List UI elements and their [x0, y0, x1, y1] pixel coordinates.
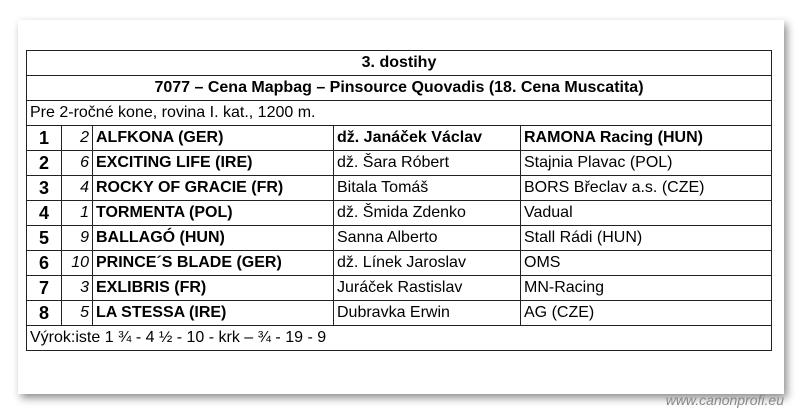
owner-cell: OMS	[520, 250, 772, 276]
result-row: 1 2 ALFKONA (GER) dž. Janáček Václav RAMONA …	[26, 125, 772, 151]
pos-cell: 2	[26, 150, 62, 176]
owner-cell: RAMONA Racing (HUN)	[520, 125, 772, 151]
jockey-cell: Bitala Tomáš	[333, 175, 521, 201]
owner-cell: Vadual	[520, 200, 772, 226]
result-row: 7 3 EXLIBRIS (FR) Juráček Rastislav MN-Racin…	[26, 275, 772, 301]
result-row: 3 4 ROCKY OF GRACIE (FR) Bitala Tomáš BORS B…	[26, 175, 772, 201]
footer: Výrok:iste 1 ¾ - 4 ½ - 10 - krk – ¾ - 19…	[26, 325, 772, 351]
num-cell: 5	[61, 300, 93, 326]
pos-cell: 6	[26, 250, 62, 276]
title-row: 3. dostihy	[26, 50, 772, 76]
race-row: 7077 – Cena Mapbag – Pinsource Quovadis …	[26, 75, 772, 101]
jockey-cell: Juráček Rastislav	[333, 275, 521, 301]
num-cell: 2	[61, 125, 93, 151]
horse-cell: EXLIBRIS (FR)	[92, 275, 334, 301]
jockey-cell: Dubravka Erwin	[333, 300, 521, 326]
result-row: 8 5 LA STESSA (IRE) Dubravka Erwin AG (CZE)	[26, 300, 772, 326]
num-cell: 3	[61, 275, 93, 301]
result-row: 5 9 BALLAGÓ (HUN) Sanna Alberto Stall Rádi (…	[26, 225, 772, 251]
card: 3. dostihy 7077 – Cena Mapbag – Pinsourc…	[18, 20, 784, 394]
jockey-cell: Sanna Alberto	[333, 225, 521, 251]
owner-cell: MN-Racing	[520, 275, 772, 301]
result-row: 6 10 PRINCE´S BLADE (GER) dž. Línek Jarosla…	[26, 250, 772, 276]
jockey-cell: dž. Šmida Zdenko	[333, 200, 521, 226]
owner-cell: Stall Rádi (HUN)	[520, 225, 772, 251]
results-table: 3. dostihy 7077 – Cena Mapbag – Pinsourc…	[26, 50, 772, 351]
result-row: 4 1 TORMENTA (POL) dž. Šmida Zdenko Vadual	[26, 200, 772, 226]
watermark: www.canonprofi.eu	[665, 392, 784, 408]
num-cell: 9	[61, 225, 93, 251]
title: 3. dostihy	[26, 50, 772, 76]
num-cell: 4	[61, 175, 93, 201]
num-cell: 10	[61, 250, 93, 276]
race-name: 7077 – Cena Mapbag – Pinsource Quovadis …	[26, 75, 772, 101]
jockey-cell: dž. Šara Róbert	[333, 150, 521, 176]
horse-cell: LA STESSA (IRE)	[92, 300, 334, 326]
table-body: 3. dostihy 7077 – Cena Mapbag – Pinsourc…	[26, 50, 772, 351]
conditions-row: Pre 2-ročné kone, rovina I. kat., 1200 m…	[26, 100, 772, 126]
horse-cell: PRINCE´S BLADE (GER)	[92, 250, 334, 276]
pos-cell: 1	[26, 125, 62, 151]
pos-cell: 8	[26, 300, 62, 326]
owner-cell: BORS Břeclav a.s. (CZE)	[520, 175, 772, 201]
horse-cell: BALLAGÓ (HUN)	[92, 225, 334, 251]
horse-cell: TORMENTA (POL)	[92, 200, 334, 226]
num-cell: 6	[61, 150, 93, 176]
pos-cell: 3	[26, 175, 62, 201]
num-cell: 1	[61, 200, 93, 226]
pos-cell: 7	[26, 275, 62, 301]
pos-cell: 5	[26, 225, 62, 251]
result-row: 2 6 EXCITING LIFE (IRE) dž. Šara Róbert Staj…	[26, 150, 772, 176]
horse-cell: ROCKY OF GRACIE (FR)	[92, 175, 334, 201]
jockey-cell: dž. Línek Jaroslav	[333, 250, 521, 276]
owner-cell: AG (CZE)	[520, 300, 772, 326]
owner-cell: Stajnia Plavac (POL)	[520, 150, 772, 176]
conditions: Pre 2-ročné kone, rovina I. kat., 1200 m…	[26, 100, 772, 126]
footer-row: Výrok:iste 1 ¾ - 4 ½ - 10 - krk – ¾ - 19…	[26, 325, 772, 351]
horse-cell: ALFKONA (GER)	[92, 125, 334, 151]
jockey-cell: dž. Janáček Václav	[333, 125, 521, 151]
pos-cell: 4	[26, 200, 62, 226]
horse-cell: EXCITING LIFE (IRE)	[92, 150, 334, 176]
